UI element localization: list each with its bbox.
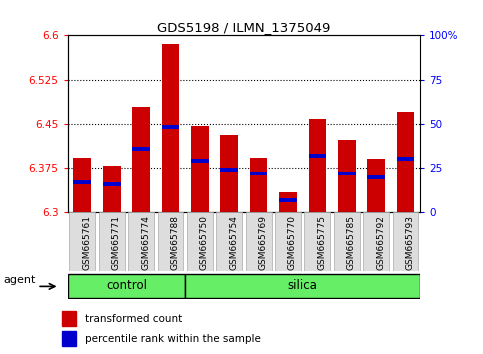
Bar — [162, 44, 179, 212]
Bar — [103, 166, 121, 212]
Bar — [220, 168, 238, 172]
Text: transformed count: transformed count — [85, 314, 182, 324]
Bar — [220, 135, 238, 212]
FancyBboxPatch shape — [185, 274, 420, 298]
Bar — [62, 311, 76, 326]
Bar — [397, 157, 414, 161]
Text: GSM665788: GSM665788 — [170, 215, 180, 270]
Text: GSM665771: GSM665771 — [112, 215, 121, 270]
Text: GSM665775: GSM665775 — [317, 215, 327, 270]
FancyBboxPatch shape — [128, 212, 154, 271]
FancyBboxPatch shape — [68, 274, 185, 298]
Bar — [309, 119, 326, 212]
Bar — [367, 175, 385, 179]
Text: GSM665761: GSM665761 — [82, 215, 91, 270]
Text: GSM665770: GSM665770 — [288, 215, 297, 270]
Bar — [191, 159, 209, 163]
Bar — [250, 158, 268, 212]
FancyBboxPatch shape — [216, 212, 242, 271]
Text: GSM665750: GSM665750 — [200, 215, 209, 270]
Bar — [62, 331, 76, 346]
Bar — [309, 154, 326, 158]
Text: GSM665793: GSM665793 — [406, 215, 414, 270]
Bar — [338, 171, 355, 175]
FancyBboxPatch shape — [393, 212, 418, 271]
Text: agent: agent — [3, 275, 36, 285]
FancyBboxPatch shape — [246, 212, 271, 271]
Text: silica: silica — [288, 279, 318, 292]
Bar — [367, 159, 385, 212]
FancyBboxPatch shape — [99, 212, 125, 271]
Bar — [338, 141, 355, 212]
Bar — [162, 125, 179, 129]
FancyBboxPatch shape — [275, 212, 301, 271]
Text: GSM665785: GSM665785 — [347, 215, 356, 270]
FancyBboxPatch shape — [363, 212, 389, 271]
FancyBboxPatch shape — [187, 212, 213, 271]
Bar — [132, 107, 150, 212]
Bar — [132, 147, 150, 150]
Bar — [250, 171, 268, 175]
Text: GSM665774: GSM665774 — [141, 215, 150, 270]
FancyBboxPatch shape — [157, 212, 184, 271]
Title: GDS5198 / ILMN_1375049: GDS5198 / ILMN_1375049 — [157, 21, 330, 34]
Text: GSM665769: GSM665769 — [258, 215, 268, 270]
Text: GSM665754: GSM665754 — [229, 215, 238, 270]
Bar — [279, 192, 297, 212]
Text: percentile rank within the sample: percentile rank within the sample — [85, 334, 261, 344]
Bar — [397, 112, 414, 212]
FancyBboxPatch shape — [304, 212, 330, 271]
Text: GSM665792: GSM665792 — [376, 215, 385, 270]
FancyBboxPatch shape — [334, 212, 360, 271]
Bar — [103, 182, 121, 186]
FancyBboxPatch shape — [70, 212, 95, 271]
Bar — [73, 158, 91, 212]
Bar — [279, 198, 297, 202]
Bar — [73, 180, 91, 184]
Text: control: control — [106, 279, 147, 292]
Bar — [191, 126, 209, 212]
